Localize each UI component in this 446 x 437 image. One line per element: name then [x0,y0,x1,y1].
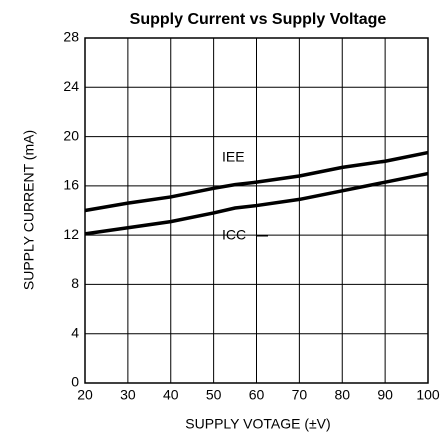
x-tick-label: 90 [377,387,393,403]
series-line [84,171,429,236]
x-tick-label: 50 [206,387,222,403]
chart-title: Supply Current vs Supply Voltage [130,11,387,28]
x-axis-label: SUPPLY VOTAGE (±V) [185,416,330,432]
y-tick-label: 8 [71,275,79,291]
x-tick-label: 30 [120,387,136,403]
series-label: ICC [222,227,246,243]
y-axis-label: SUPPLY CURRENT (mA) [21,130,37,290]
x-tick-label: 70 [292,387,308,403]
y-tick-label: 20 [63,127,79,143]
x-tick-label: 80 [334,387,350,403]
series-label: IEE [222,149,245,165]
x-tick-label: 20 [77,387,93,403]
y-tick-label: 12 [63,226,79,242]
x-tick-label: 40 [163,387,179,403]
y-tick-label: 16 [63,177,79,193]
x-tick-label: 100 [416,387,440,403]
y-tick-label: 24 [63,78,79,94]
series-line [84,150,429,213]
y-tick-label: 0 [71,374,79,390]
x-tick-label: 60 [249,387,265,403]
y-tick-label: 28 [63,29,79,45]
y-tick-label: 4 [71,324,79,340]
